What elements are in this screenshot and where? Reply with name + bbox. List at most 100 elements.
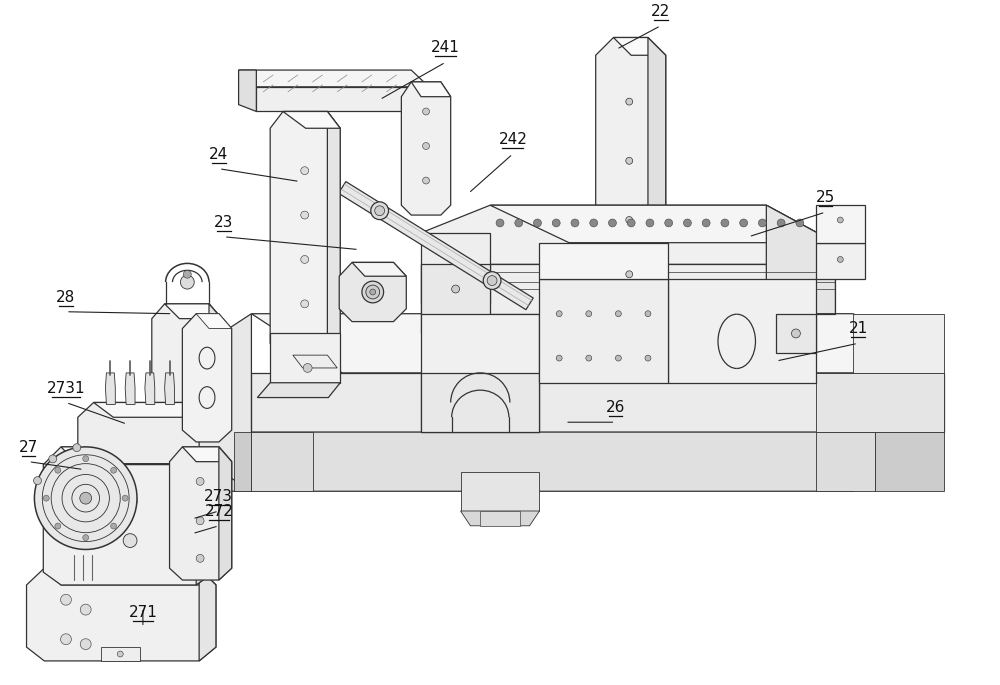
Circle shape	[626, 271, 633, 277]
Polygon shape	[816, 432, 875, 491]
Circle shape	[423, 142, 429, 149]
Text: 26: 26	[606, 400, 625, 415]
Text: 24: 24	[209, 147, 228, 162]
Circle shape	[665, 219, 673, 227]
Text: 271: 271	[128, 606, 157, 621]
Text: 23: 23	[214, 215, 233, 230]
Circle shape	[55, 467, 61, 473]
Circle shape	[80, 638, 91, 649]
Polygon shape	[421, 264, 835, 314]
Polygon shape	[196, 314, 232, 329]
Circle shape	[626, 98, 633, 105]
Circle shape	[73, 444, 81, 451]
Circle shape	[740, 219, 748, 227]
Polygon shape	[327, 112, 340, 355]
Circle shape	[123, 534, 137, 547]
Polygon shape	[170, 447, 232, 580]
Polygon shape	[766, 206, 835, 314]
Polygon shape	[339, 182, 533, 310]
Polygon shape	[182, 314, 232, 442]
Polygon shape	[401, 82, 451, 215]
Circle shape	[122, 495, 128, 501]
Text: 242: 242	[498, 132, 527, 147]
Polygon shape	[539, 279, 668, 383]
Circle shape	[609, 219, 616, 227]
Circle shape	[586, 311, 592, 316]
Circle shape	[615, 311, 621, 316]
Text: 21: 21	[848, 321, 868, 336]
Polygon shape	[257, 383, 340, 397]
Circle shape	[301, 166, 309, 175]
Text: 28: 28	[56, 290, 76, 305]
Circle shape	[556, 311, 562, 316]
Polygon shape	[490, 206, 835, 242]
Text: 273: 273	[204, 489, 233, 504]
Circle shape	[371, 202, 389, 220]
Polygon shape	[411, 82, 451, 97]
Text: 22: 22	[651, 4, 670, 18]
Circle shape	[837, 217, 843, 223]
Circle shape	[683, 219, 691, 227]
Circle shape	[111, 467, 117, 473]
Polygon shape	[421, 373, 539, 432]
Circle shape	[301, 211, 309, 219]
Circle shape	[796, 219, 804, 227]
Polygon shape	[251, 432, 313, 491]
Polygon shape	[165, 304, 222, 319]
Circle shape	[301, 256, 309, 264]
Circle shape	[552, 219, 560, 227]
Circle shape	[117, 651, 123, 657]
Circle shape	[362, 281, 384, 303]
Polygon shape	[776, 314, 816, 353]
Circle shape	[483, 272, 501, 290]
Circle shape	[702, 219, 710, 227]
Polygon shape	[648, 38, 666, 329]
Polygon shape	[161, 432, 944, 491]
Polygon shape	[44, 568, 216, 585]
Polygon shape	[61, 447, 214, 464]
Polygon shape	[816, 242, 865, 279]
Circle shape	[645, 355, 651, 361]
Circle shape	[590, 219, 598, 227]
Polygon shape	[352, 262, 406, 276]
Polygon shape	[43, 447, 214, 585]
Polygon shape	[78, 403, 199, 464]
Text: 272: 272	[204, 504, 233, 519]
Circle shape	[196, 477, 204, 486]
Polygon shape	[293, 355, 337, 368]
Polygon shape	[816, 373, 944, 432]
Circle shape	[627, 219, 635, 227]
Polygon shape	[219, 447, 232, 580]
Circle shape	[80, 604, 91, 615]
Text: 25: 25	[816, 190, 835, 205]
Polygon shape	[239, 70, 429, 87]
Circle shape	[183, 271, 191, 278]
Polygon shape	[596, 38, 666, 329]
Polygon shape	[209, 304, 222, 430]
Polygon shape	[101, 647, 140, 661]
Circle shape	[80, 493, 92, 504]
Polygon shape	[165, 373, 174, 404]
Polygon shape	[283, 112, 340, 128]
Text: 27: 27	[19, 440, 38, 455]
Circle shape	[61, 634, 71, 645]
Polygon shape	[875, 432, 944, 491]
Circle shape	[55, 523, 61, 529]
Circle shape	[111, 523, 117, 529]
Circle shape	[571, 219, 579, 227]
Circle shape	[556, 355, 562, 361]
Circle shape	[515, 219, 523, 227]
Polygon shape	[105, 373, 115, 404]
Circle shape	[196, 517, 204, 525]
Circle shape	[721, 219, 729, 227]
Text: 2731: 2731	[47, 381, 85, 395]
Circle shape	[626, 158, 633, 164]
Circle shape	[375, 206, 385, 216]
Polygon shape	[239, 70, 256, 112]
Polygon shape	[251, 314, 944, 373]
Circle shape	[423, 108, 429, 115]
Circle shape	[423, 177, 429, 184]
Circle shape	[49, 455, 57, 463]
Circle shape	[370, 289, 376, 295]
Polygon shape	[668, 279, 816, 383]
